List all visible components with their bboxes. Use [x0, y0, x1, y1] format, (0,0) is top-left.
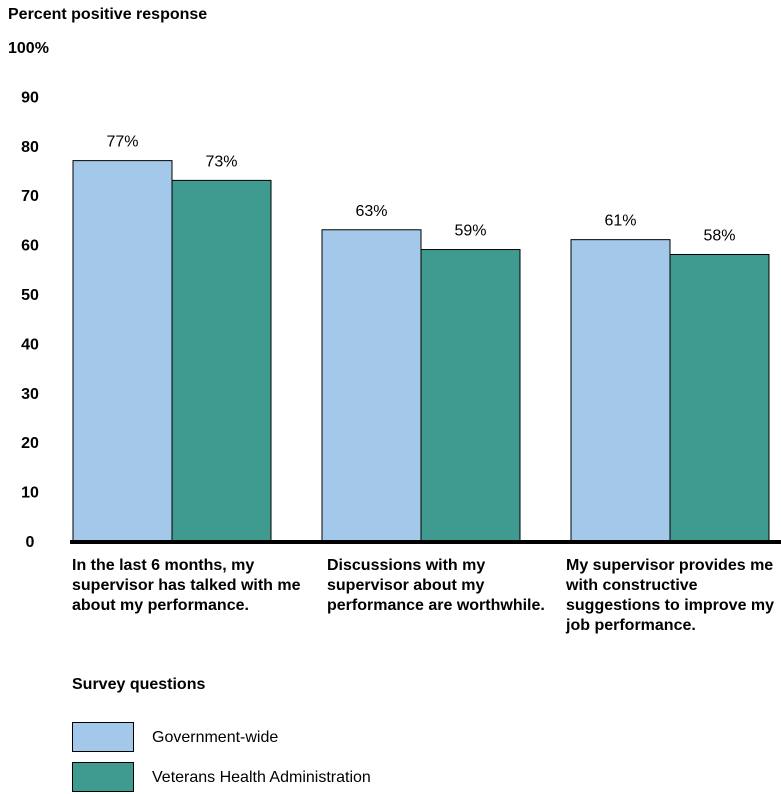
y-tick-label: 60 [21, 238, 39, 255]
data-label: 73% [205, 153, 237, 170]
category-label-1: In the last 6 months, my supervisor has … [72, 557, 301, 614]
bar-vha [420, 249, 521, 542]
y-axis-title: Percent positive response [8, 6, 208, 23]
data-label: 63% [355, 203, 387, 220]
y-tick-label: 30 [21, 386, 39, 403]
legend-swatch-government-wide [72, 722, 134, 752]
bar-government-wide [321, 229, 422, 542]
legend-label-vha: Veterans Health Administration [152, 769, 371, 786]
y-tick-label: 90 [21, 89, 39, 106]
data-label: 61% [604, 213, 636, 230]
bar-vha [669, 253, 770, 542]
data-label: 59% [454, 223, 486, 240]
y-tick-label: 70 [21, 188, 39, 205]
legend-label-government-wide: Government-wide [152, 729, 279, 746]
bar-government-wide [72, 160, 173, 542]
y-tick-label: 20 [21, 435, 39, 452]
category-label-2: Discussions with my supervisor about my … [327, 557, 545, 614]
legend-swatch-vha [72, 762, 134, 792]
bar-vha [171, 179, 272, 542]
y-tick-label: 10 [21, 485, 39, 502]
y-tick-label: 50 [21, 287, 39, 304]
data-label: 77% [106, 134, 138, 151]
y-tick-label: 40 [21, 336, 39, 353]
y-tick-label: 100% [8, 40, 49, 57]
x-axis-title: Survey questions [72, 676, 206, 693]
y-tick-label: 0 [26, 534, 35, 551]
bar-government-wide [570, 239, 671, 542]
y-tick-label: 80 [21, 139, 39, 156]
data-label: 58% [703, 227, 735, 244]
category-label-3: My supervisor provides me with construct… [566, 557, 775, 634]
